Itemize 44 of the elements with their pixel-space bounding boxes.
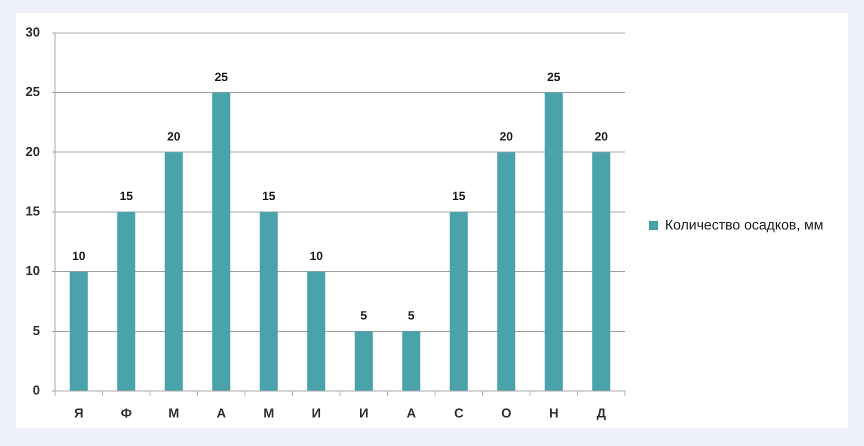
data-label: 15 <box>452 189 466 204</box>
x-tick-label: И <box>312 405 321 420</box>
x-tick-label: Н <box>549 405 558 420</box>
bar <box>212 92 230 390</box>
bar <box>402 331 420 390</box>
data-label: 10 <box>310 248 324 263</box>
data-label: 20 <box>594 130 608 144</box>
x-tick-label: С <box>454 405 464 420</box>
x-tick-label: И <box>359 405 368 420</box>
x-tick-label: А <box>216 405 227 420</box>
data-label: 10 <box>72 248 86 263</box>
bar <box>354 331 373 390</box>
y-tick-label: 5 <box>32 322 40 338</box>
x-tick-label: М <box>263 405 274 420</box>
data-label: 15 <box>120 189 134 204</box>
bar <box>164 152 183 390</box>
bar <box>117 212 136 390</box>
x-tick-label: М <box>168 405 180 420</box>
y-tick-label: 10 <box>26 263 40 278</box>
data-label: 20 <box>500 130 514 144</box>
y-tick-label: 0 <box>32 382 40 398</box>
data-label: 5 <box>360 308 368 323</box>
x-tick-label: Д <box>596 405 607 420</box>
x-tick-label: О <box>501 405 512 420</box>
data-label: 15 <box>262 189 276 204</box>
y-tick-label: 20 <box>26 144 40 159</box>
bar <box>497 152 516 390</box>
bar <box>592 152 610 390</box>
bar <box>544 92 563 390</box>
data-label: 20 <box>167 130 181 144</box>
x-tick-label: Ф <box>120 405 132 420</box>
y-tick-label: 15 <box>26 203 40 218</box>
legend-label: Количество осадков, мм <box>665 216 824 232</box>
data-label: 25 <box>547 70 561 84</box>
x-tick-label: А <box>406 405 417 420</box>
bar <box>260 212 278 390</box>
bar <box>307 272 326 390</box>
data-label: 25 <box>214 70 228 84</box>
bar <box>70 272 88 390</box>
y-tick-label: 25 <box>26 84 40 100</box>
data-label: 5 <box>408 308 415 323</box>
y-tick-label: 30 <box>26 24 40 40</box>
x-tick-label: Я <box>74 405 84 420</box>
bar <box>450 212 468 390</box>
